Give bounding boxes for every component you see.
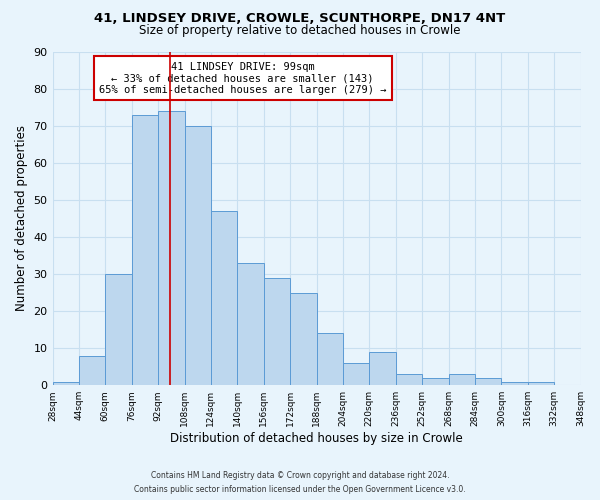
- Bar: [79, 356, 106, 385]
- Bar: [264, 278, 290, 385]
- Bar: [290, 292, 317, 385]
- Text: Contains HM Land Registry data © Crown copyright and database right 2024.
Contai: Contains HM Land Registry data © Crown c…: [134, 472, 466, 494]
- Bar: [211, 211, 238, 385]
- Text: 41 LINDSEY DRIVE: 99sqm
← 33% of detached houses are smaller (143)
65% of semi-d: 41 LINDSEY DRIVE: 99sqm ← 33% of detache…: [99, 62, 386, 94]
- Bar: [132, 114, 158, 385]
- Bar: [422, 378, 449, 385]
- Bar: [106, 274, 132, 385]
- Text: 41, LINDSEY DRIVE, CROWLE, SCUNTHORPE, DN17 4NT: 41, LINDSEY DRIVE, CROWLE, SCUNTHORPE, D…: [94, 12, 506, 24]
- Bar: [396, 374, 422, 385]
- Bar: [528, 382, 554, 385]
- Bar: [502, 382, 528, 385]
- Bar: [185, 126, 211, 385]
- Bar: [317, 334, 343, 385]
- Bar: [449, 374, 475, 385]
- Bar: [370, 352, 396, 385]
- X-axis label: Distribution of detached houses by size in Crowle: Distribution of detached houses by size …: [170, 432, 463, 445]
- Bar: [158, 111, 185, 385]
- Text: Size of property relative to detached houses in Crowle: Size of property relative to detached ho…: [139, 24, 461, 37]
- Bar: [475, 378, 502, 385]
- Y-axis label: Number of detached properties: Number of detached properties: [15, 126, 28, 312]
- Bar: [238, 263, 264, 385]
- Bar: [343, 363, 370, 385]
- Bar: [53, 382, 79, 385]
